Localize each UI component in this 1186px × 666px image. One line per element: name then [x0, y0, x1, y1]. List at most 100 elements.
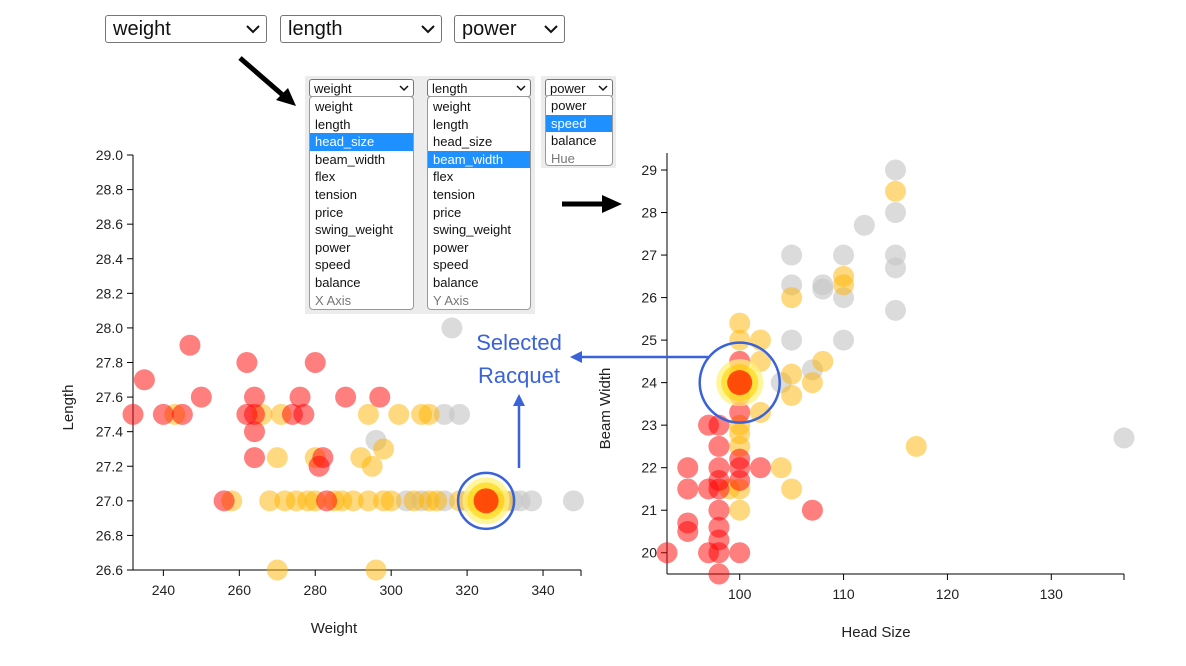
scatter-point[interactable]	[677, 478, 699, 500]
option-speed[interactable]: speed	[315, 257, 351, 273]
selected-point[interactable]	[727, 370, 753, 396]
scatter-point[interactable]	[171, 403, 193, 425]
scatter-point[interactable]	[905, 435, 927, 457]
scatter-point[interactable]	[243, 386, 265, 408]
option-balance[interactable]: balance	[551, 133, 597, 149]
scatter-point[interactable]	[749, 457, 771, 479]
scatter-point[interactable]	[426, 490, 448, 512]
scatter-point[interactable]	[243, 421, 265, 443]
scatter-point[interactable]	[885, 257, 906, 279]
scatter-point[interactable]	[833, 329, 855, 351]
scatter-point[interactable]	[441, 317, 463, 339]
scatter-point[interactable]	[729, 499, 751, 521]
scatter-point[interactable]	[243, 403, 265, 425]
option-head-size[interactable]: head_size	[433, 134, 493, 150]
scatter-point[interactable]	[380, 490, 402, 512]
scatter-point[interactable]	[259, 490, 281, 512]
y-axis-dropdown-select[interactable]: length	[427, 79, 531, 97]
scatter-point[interactable]	[885, 180, 906, 202]
y-axis-select[interactable]: length	[280, 15, 442, 43]
option-power[interactable]: power	[315, 239, 351, 255]
scatter-point[interactable]	[885, 299, 906, 321]
option-weight[interactable]: weight	[315, 99, 353, 114]
option-swing-weight[interactable]: swing_weight	[433, 222, 512, 238]
option-flex[interactable]: flex	[315, 169, 336, 185]
scatter-point[interactable]	[749, 401, 771, 423]
scatter-point[interactable]	[781, 329, 803, 351]
scatter-point[interactable]	[312, 447, 334, 469]
option-tension[interactable]: tension	[433, 186, 475, 202]
scatter-point[interactable]	[152, 403, 174, 425]
option-tension[interactable]: tension	[315, 186, 357, 202]
option-weight[interactable]: weight	[433, 99, 471, 114]
option-speed[interactable]: speed	[546, 114, 612, 133]
selected-point[interactable]	[473, 488, 499, 514]
option-flex[interactable]: flex	[433, 169, 454, 185]
option-beam-width[interactable]: beam_width	[315, 151, 386, 167]
scatter-point[interactable]	[521, 490, 543, 512]
scatter-point[interactable]	[781, 287, 803, 309]
scatter-point[interactable]	[243, 447, 265, 469]
scatter-point[interactable]	[1113, 427, 1135, 449]
scatter-point[interactable]	[369, 386, 391, 408]
scatter-point[interactable]	[812, 278, 834, 300]
scatter-point[interactable]	[357, 490, 379, 512]
scatter-point[interactable]	[729, 312, 751, 334]
scatter-point[interactable]	[885, 159, 906, 181]
scatter-point[interactable]	[213, 490, 235, 512]
scatter-point[interactable]	[833, 244, 855, 266]
scatter-point[interactable]	[179, 334, 201, 356]
scatter-point[interactable]	[677, 457, 699, 479]
scatter-point[interactable]	[729, 329, 751, 351]
scatter-point[interactable]	[357, 403, 379, 425]
scatter-point[interactable]	[266, 447, 288, 469]
scatter-point[interactable]	[781, 363, 803, 385]
scatter-point[interactable]	[708, 435, 730, 457]
scatter-point[interactable]	[708, 563, 730, 585]
scatter-point[interactable]	[316, 490, 338, 512]
option-balance[interactable]: balance	[433, 274, 479, 290]
scatter-point[interactable]	[403, 490, 425, 512]
scatter-point[interactable]	[801, 372, 823, 394]
scatter-point[interactable]	[656, 542, 678, 564]
option-length[interactable]: length	[433, 116, 469, 132]
scatter-point[interactable]	[708, 478, 730, 500]
option-speed[interactable]: speed	[433, 257, 469, 273]
scatter-point[interactable]	[418, 403, 440, 425]
option-price[interactable]: price	[315, 204, 344, 220]
scatter-point[interactable]	[373, 438, 395, 460]
scatter-point[interactable]	[342, 490, 364, 512]
scatter-point[interactable]	[388, 403, 410, 425]
scatter-point[interactable]	[853, 214, 875, 236]
option-head-size[interactable]: head_size	[310, 133, 413, 151]
scatter-point[interactable]	[293, 403, 315, 425]
scatter-point[interactable]	[266, 559, 288, 581]
scatter-point[interactable]	[781, 478, 803, 500]
scatter-point[interactable]	[708, 542, 730, 564]
scatter-point[interactable]	[801, 499, 823, 521]
scatter-point[interactable]	[133, 369, 155, 391]
scatter-point[interactable]	[729, 401, 751, 423]
scatter-point[interactable]	[770, 457, 792, 479]
scatter-point[interactable]	[449, 403, 471, 425]
option-length[interactable]: length	[315, 116, 351, 132]
scatter-point[interactable]	[304, 352, 326, 373]
scatter-point[interactable]	[122, 403, 144, 425]
scatter-point[interactable]	[190, 386, 212, 408]
option-price[interactable]: price	[433, 204, 462, 220]
scatter-point[interactable]	[335, 386, 357, 408]
scatter-point[interactable]	[361, 455, 383, 477]
scatter-point[interactable]	[833, 274, 855, 296]
scatter-point[interactable]	[729, 469, 751, 491]
scatter-point[interactable]	[677, 520, 699, 542]
color-select[interactable]: power	[454, 15, 565, 43]
scatter-point[interactable]	[812, 350, 834, 372]
scatter-point[interactable]	[236, 352, 258, 373]
scatter-point[interactable]	[365, 559, 387, 581]
scatter-point[interactable]	[729, 542, 751, 564]
option-power[interactable]: power	[551, 98, 587, 113]
x-axis-select[interactable]: weight	[105, 15, 267, 43]
x-axis-dropdown-select[interactable]: weight	[309, 79, 414, 97]
scatter-point[interactable]	[433, 403, 455, 425]
option-power[interactable]: power	[433, 239, 469, 255]
